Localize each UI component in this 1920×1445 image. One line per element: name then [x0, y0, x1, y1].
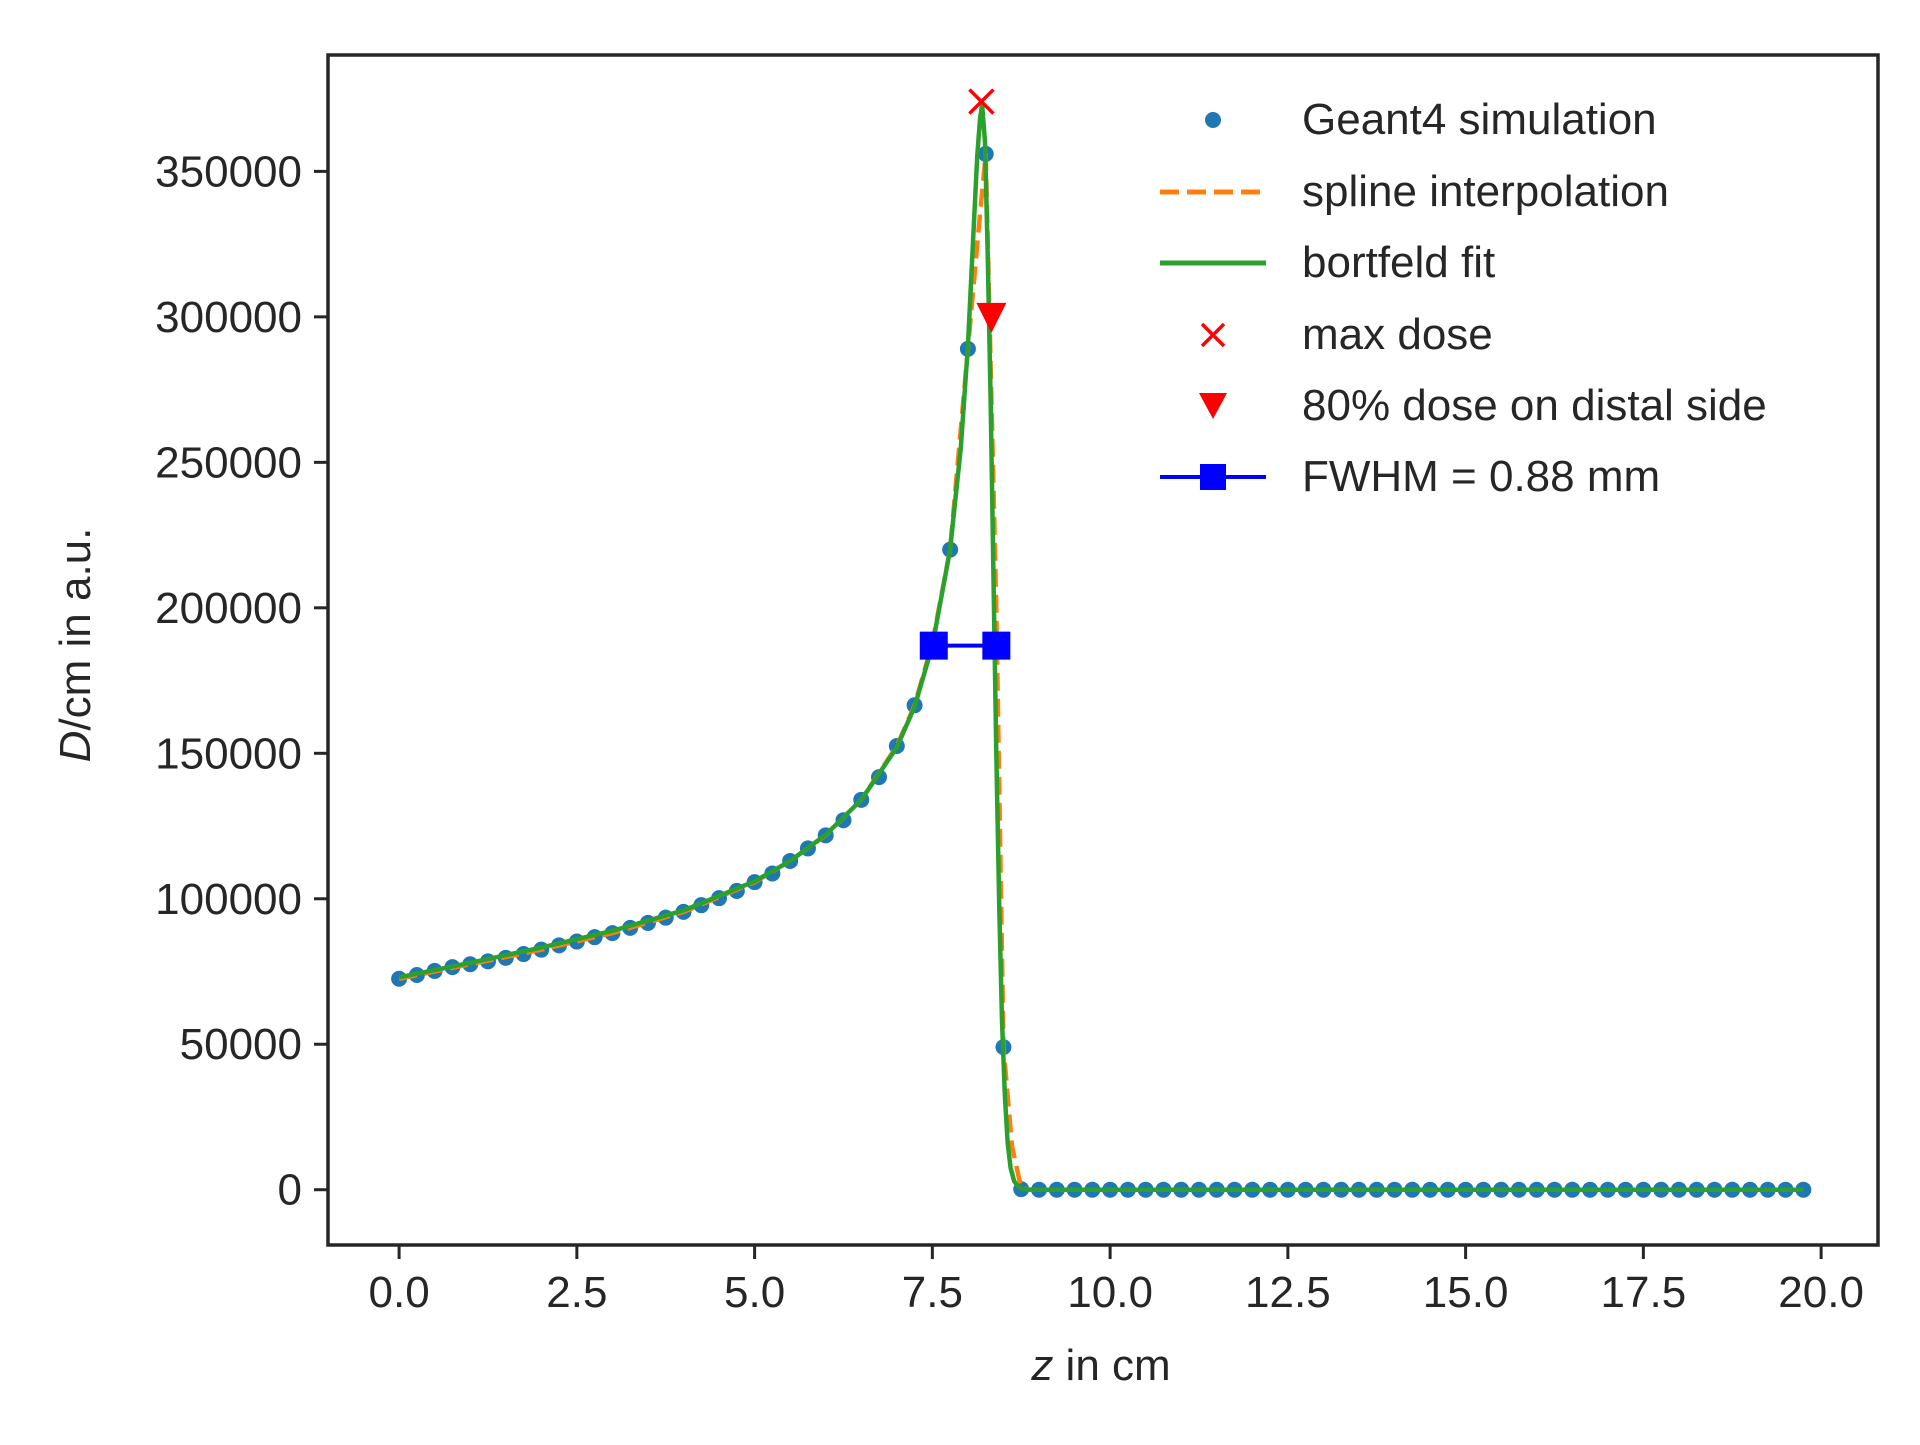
y-axis-label: D/cm in a.u. [51, 528, 100, 763]
x-axis-label-symbol: z [1030, 1341, 1053, 1390]
x-tick-label: 5.0 [724, 1268, 785, 1317]
legend-swatch-fwhm-marker [1200, 464, 1226, 490]
x-axis-label: z in cm [1030, 1341, 1170, 1390]
legend-label-max-dose: max dose [1302, 310, 1493, 359]
legend-swatch-distal [1199, 393, 1227, 419]
series-bortfeld-fit [398, 102, 1804, 1192]
x-tick-label: 17.5 [1601, 1268, 1687, 1317]
legend-label-fwhm: FWHM = 0.88 mm [1302, 452, 1660, 501]
x-tick-label: 10.0 [1067, 1268, 1153, 1317]
plot-area-frame [326, 53, 1880, 1247]
y-tick-label: 150000 [155, 729, 302, 778]
x-axis-ticks: 0.0 2.5 5.0 7.5 10.0 12.5 15.0 17.5 20.0 [369, 1245, 1864, 1317]
fwhm-right-marker [982, 631, 1011, 660]
y-tick-label: 200000 [155, 584, 302, 633]
legend: Geant4 simulation spline interpolation b… [1160, 95, 1767, 501]
x-tick-label: 0.0 [369, 1268, 430, 1317]
marker-layer [919, 88, 1011, 660]
fwhm-left-marker [919, 631, 948, 660]
y-axis-ticks: 0 50000 100000 150000 200000 250000 300000 3500… [155, 147, 328, 1215]
legend-label-distal: 80% dose on distal side [1302, 381, 1767, 430]
x-tick-label: 15.0 [1423, 1268, 1509, 1317]
y-tick-label: 350000 [155, 147, 302, 196]
y-tick-label: 50000 [180, 1020, 302, 1069]
legend-label-simulation: Geant4 simulation [1302, 95, 1657, 144]
y-tick-label: 300000 [155, 293, 302, 342]
y-tick-label: 100000 [155, 875, 302, 924]
x-tick-label: 12.5 [1245, 1268, 1331, 1317]
max-dose-marker [968, 88, 995, 115]
legend-swatch-simulation [1205, 112, 1221, 128]
y-tick-label: 250000 [155, 438, 302, 487]
simulation-point [1795, 1181, 1812, 1198]
x-axis-label-text: in cm [1053, 1341, 1170, 1390]
y-axis-label-symbol: D [51, 731, 100, 763]
x-tick-label: 2.5 [546, 1268, 607, 1317]
legend-label-fit: bortfeld fit [1302, 238, 1495, 287]
legend-swatch-max-dose [1200, 322, 1226, 348]
x-tick-label: 20.0 [1778, 1268, 1864, 1317]
y-tick-label: 0 [278, 1166, 302, 1215]
x-tick-label: 7.5 [902, 1268, 963, 1317]
distal-80-marker [976, 302, 1007, 333]
y-axis-label-text: /cm in a.u. [51, 528, 100, 731]
legend-label-spline: spline interpolation [1302, 167, 1669, 216]
